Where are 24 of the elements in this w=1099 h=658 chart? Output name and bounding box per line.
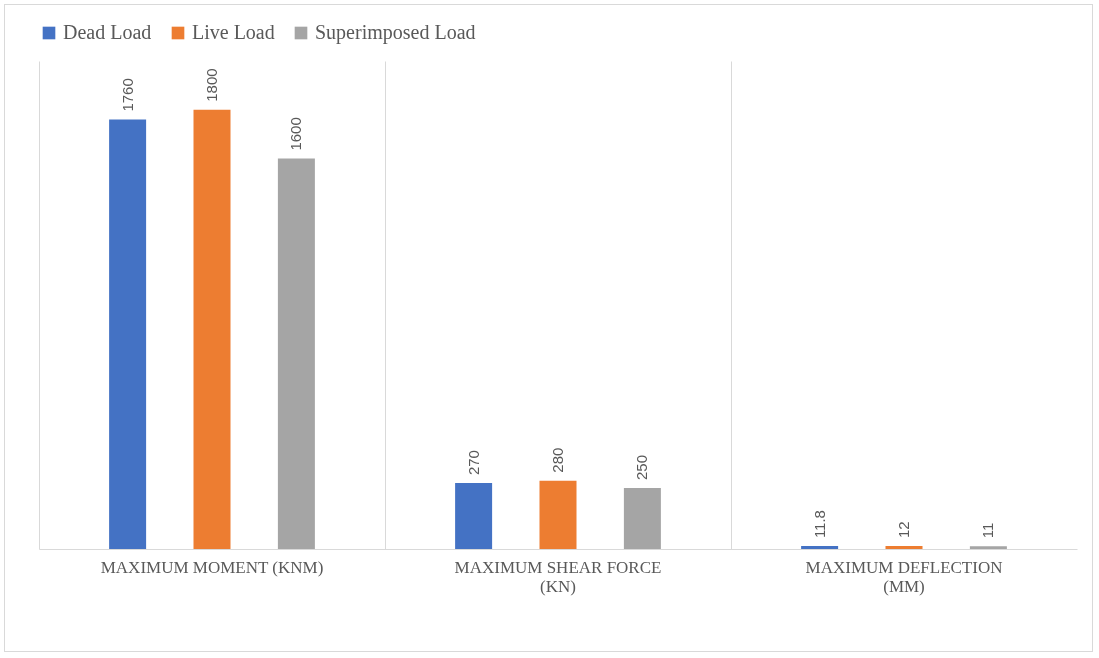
- bar: [277, 158, 315, 549]
- bar: [539, 480, 577, 549]
- data-label: 1800: [203, 68, 220, 102]
- x-tick-label: MAXIMUM DEFLECTION (MM): [805, 557, 1003, 596]
- data-label: 12: [895, 521, 912, 539]
- data-label: 1760: [118, 78, 136, 112]
- x-tick-label: MAXIMUM MOMENT (KNM): [100, 557, 324, 577]
- x-tick-label: MAXIMUM SHEAR FORCE (KN): [454, 557, 662, 596]
- data-label: 250: [633, 454, 651, 480]
- data-label: 1600: [287, 117, 305, 151]
- bar: [193, 109, 231, 549]
- data-label: 11.8: [810, 510, 828, 539]
- bar: [969, 546, 1007, 549]
- legend-label: Superimposed Load: [315, 21, 476, 44]
- bar: [455, 483, 493, 549]
- data-label: 270: [464, 450, 482, 476]
- bar: [801, 546, 839, 549]
- legend-label: Dead Load: [63, 21, 152, 43]
- data-label: 280: [549, 447, 566, 473]
- bar: [885, 546, 923, 549]
- bar: [623, 488, 661, 549]
- data-label: 11: [979, 522, 997, 539]
- legend-label: Live Load: [192, 21, 275, 43]
- bar: [109, 119, 147, 549]
